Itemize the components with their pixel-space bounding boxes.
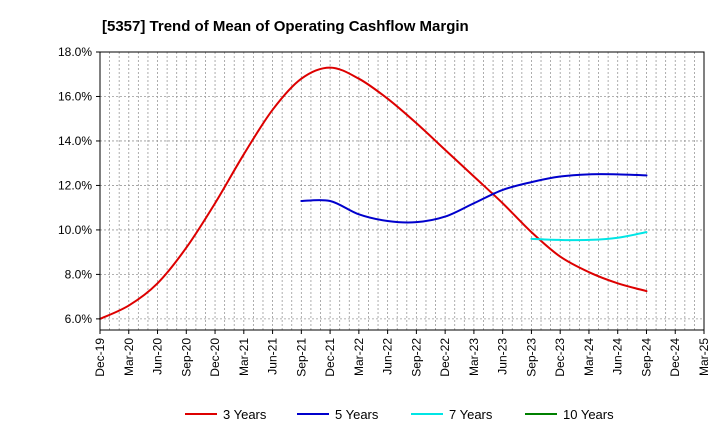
- grid: [100, 52, 704, 330]
- y-tick-label: 16.0%: [58, 89, 92, 103]
- series-lines: [99, 66, 648, 320]
- x-tick-label: Dec-20: [208, 338, 222, 377]
- legend-label-3-years: 3 Years: [223, 407, 267, 422]
- y-tick-label: 10.0%: [58, 223, 92, 237]
- series-line-7-years: [530, 231, 648, 242]
- series-line-5-years: [300, 173, 648, 224]
- x-tick-label: Jun-21: [266, 338, 280, 375]
- y-tick-label: 14.0%: [58, 134, 92, 148]
- x-tick-label: Mar-21: [237, 338, 251, 376]
- x-tick-label: Sep-22: [409, 338, 423, 377]
- y-axis: 6.0% 8.0% 10.0% 12.0% 14.0% 16.0% 18.0%: [58, 45, 100, 326]
- x-tick-label: Mar-22: [352, 338, 366, 376]
- plot-frame: [99, 51, 705, 331]
- x-tick-label: Jun-20: [151, 338, 165, 375]
- x-tick-label: Dec-21: [323, 338, 337, 377]
- series-line-3-years: [99, 66, 648, 320]
- x-tick-label: Dec-22: [438, 338, 452, 377]
- y-tick-label: 8.0%: [65, 267, 93, 281]
- y-tick-label: 12.0%: [58, 178, 92, 192]
- legend-label-5-years: 5 Years: [335, 407, 379, 422]
- x-tick-label: Sep-23: [524, 338, 538, 377]
- x-tick-label: Jun-22: [381, 338, 395, 375]
- x-tick-label: Mar-24: [582, 338, 596, 376]
- legend: 3 Years 5 Years 7 Years 10 Years: [185, 407, 614, 422]
- x-tick-label: Dec-23: [553, 338, 567, 377]
- x-tick-label: Sep-20: [179, 338, 193, 377]
- legend-label-7-years: 7 Years: [449, 407, 493, 422]
- x-tick-label: Mar-25: [697, 338, 711, 376]
- x-tick-label: Dec-19: [93, 338, 107, 377]
- y-tick-label: 6.0%: [65, 312, 93, 326]
- x-tick-label: Jun-24: [611, 338, 625, 375]
- y-tick-label: 18.0%: [58, 45, 92, 59]
- chart-title: [5357] Trend of Mean of Operating Cashfl…: [102, 18, 469, 35]
- legend-label-10-years: 10 Years: [563, 407, 614, 422]
- x-tick-label: Sep-21: [294, 338, 308, 377]
- x-tick-label: Sep-24: [639, 338, 653, 377]
- x-tick-label: Dec-24: [668, 338, 682, 377]
- x-tick-label: Jun-23: [496, 338, 510, 375]
- x-tick-label: Mar-20: [122, 338, 136, 376]
- x-axis: Dec-19 Mar-20 Jun-20 Sep-20 Dec-20 Mar-21 Jun-…: [93, 330, 711, 377]
- x-tick-label: Mar-23: [467, 338, 481, 376]
